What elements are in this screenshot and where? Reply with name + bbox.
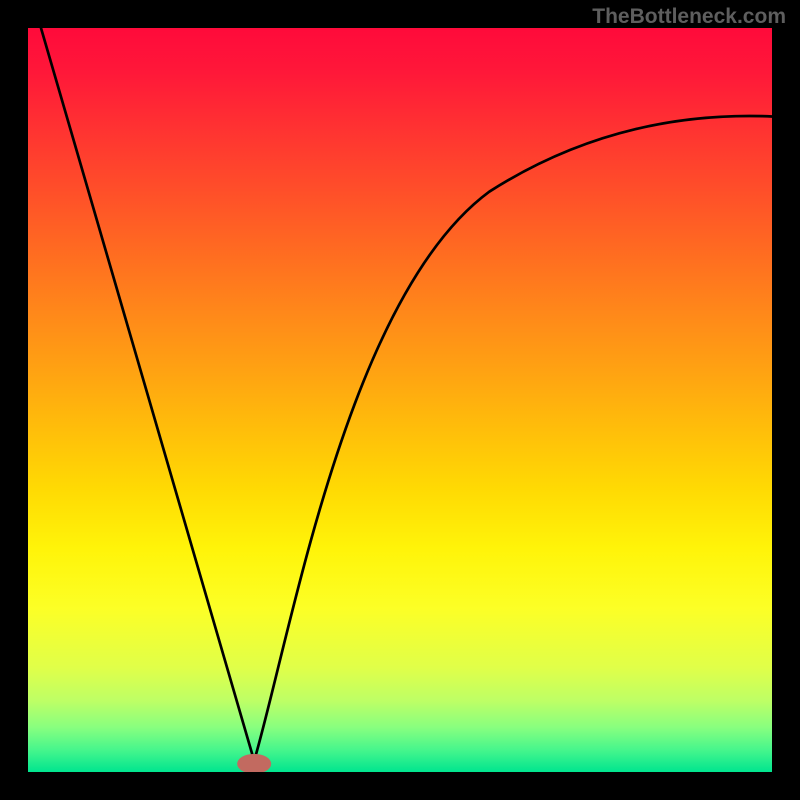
gradient-background xyxy=(28,28,772,772)
chart-container: TheBottleneck.com xyxy=(0,0,800,800)
bottleneck-gradient-plot xyxy=(28,28,772,772)
watermark-text: TheBottleneck.com xyxy=(592,5,786,29)
